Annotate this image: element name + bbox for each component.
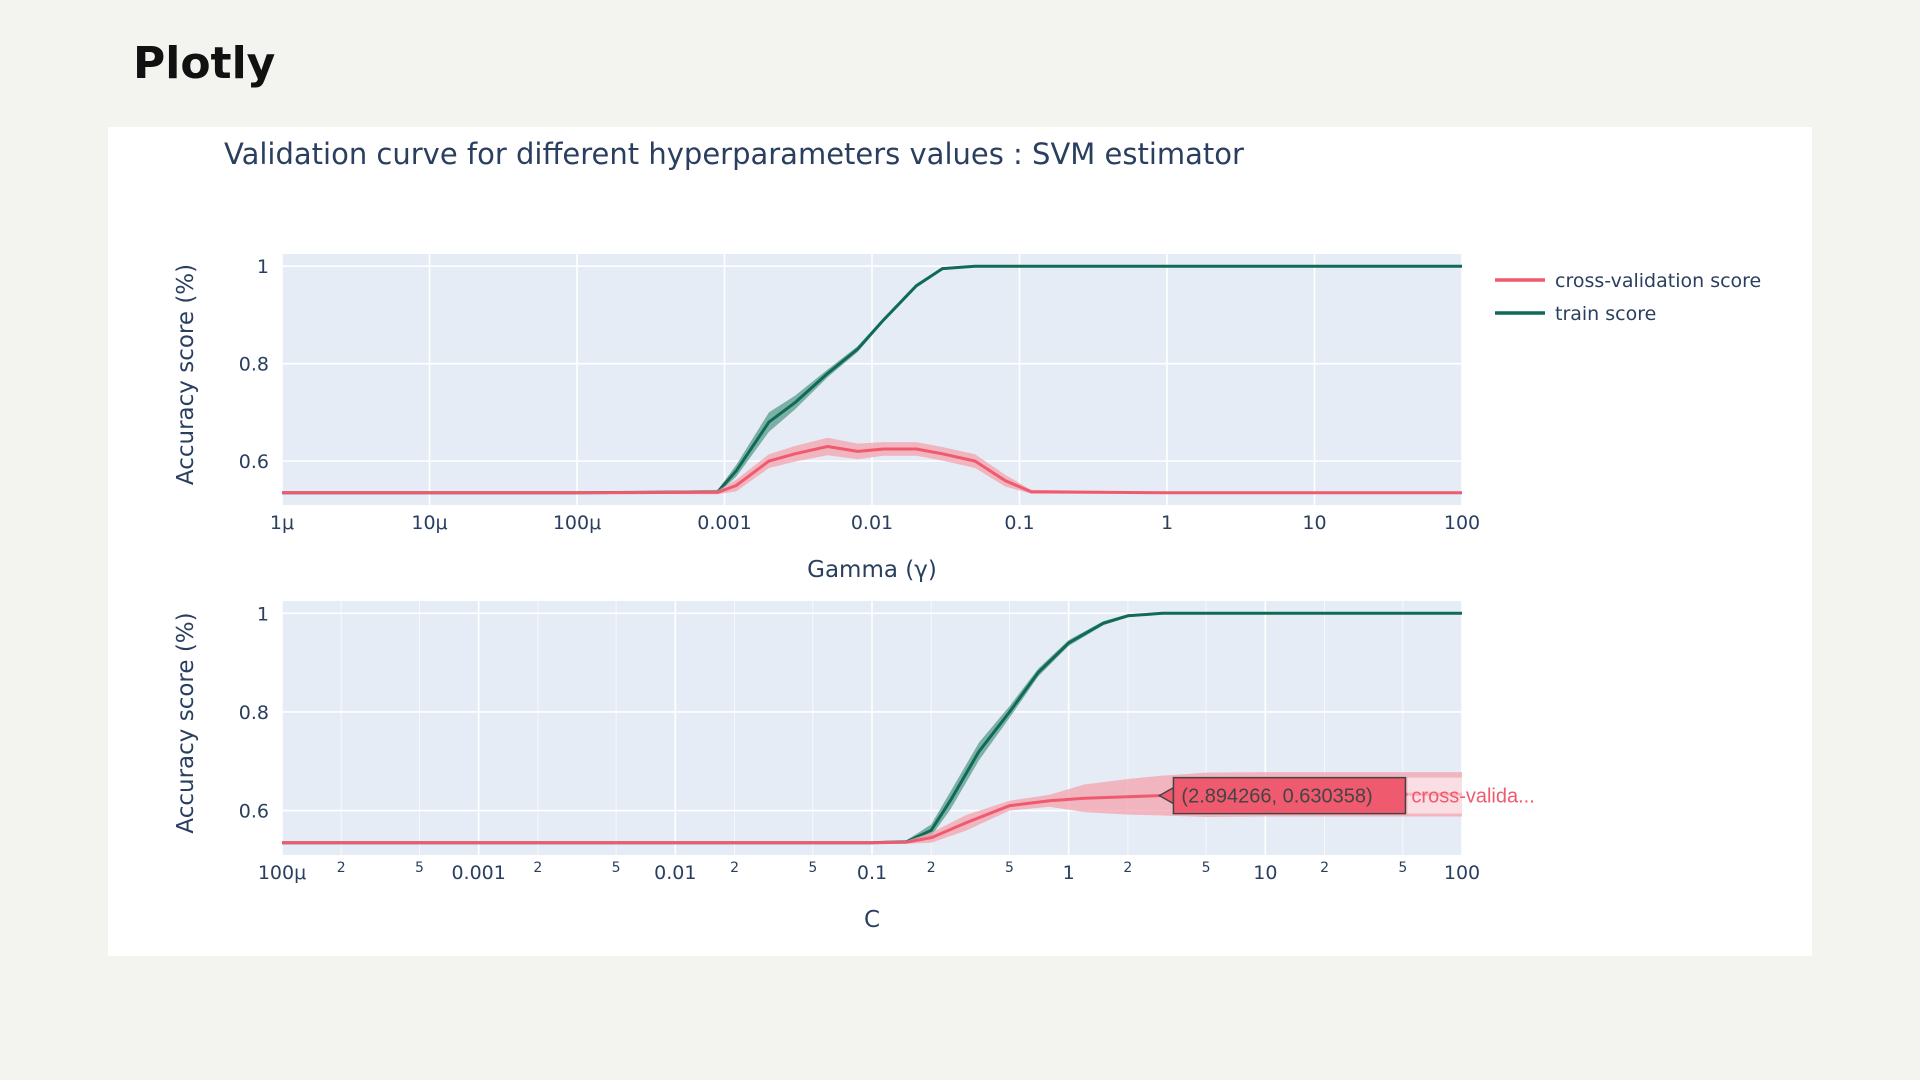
page-heading: Plotly xyxy=(133,38,276,89)
gamma-y-tick-label: 0.8 xyxy=(239,354,269,376)
hover-tooltip: (2.894266, 0.630358) cross-valida... xyxy=(1157,776,1556,815)
c-subplot[interactable]: 2 5 2 5 2 5 2 5 2 5 2 5 100μ 0.001 0.01 0.1 1 10 100 0.6 0.8… xyxy=(173,601,1480,933)
c-x-tick-label: 100μ xyxy=(258,862,306,884)
gamma-y-tick-label: 0.6 xyxy=(239,451,269,473)
c-minor-tick-label: 5 xyxy=(415,860,424,876)
c-x-axis-title: C xyxy=(864,907,880,933)
c-minor-tick-label: 5 xyxy=(1005,860,1014,876)
c-x-tick-label: 0.001 xyxy=(451,862,505,884)
c-x-tick-label: 0.1 xyxy=(857,862,887,884)
c-x-tick-label: 100 xyxy=(1444,862,1480,884)
c-minor-tick-label: 2 xyxy=(533,860,542,876)
c-x-tick-label: 10 xyxy=(1253,862,1277,884)
gamma-x-axis-title: Gamma (γ) xyxy=(807,557,937,583)
legend-item-cv[interactable]: cross-validation score xyxy=(1495,270,1761,292)
hover-name-box xyxy=(1407,777,1556,814)
c-y-tick-label: 1 xyxy=(257,603,269,625)
c-minor-tick-label: 2 xyxy=(337,860,346,876)
c-minor-tick-label: 2 xyxy=(927,860,936,876)
c-y-tick-label: 0.6 xyxy=(239,801,269,823)
gamma-x-tick-label: 100 xyxy=(1444,512,1480,534)
c-minor-tick-label: 2 xyxy=(1320,860,1329,876)
gamma-subplot[interactable]: 1μ 10μ 100μ 0.001 0.01 0.1 1 10 100 0.6 0.8 1 Gamma … xyxy=(173,254,1480,583)
gamma-x-tick-label: 10μ xyxy=(411,512,447,534)
gamma-y-axis-title: Accuracy score (%) xyxy=(173,264,199,485)
c-x-tick-label: 0.01 xyxy=(654,862,696,884)
c-y-axis-title: Accuracy score (%) xyxy=(173,612,199,833)
hover-name-text: cross-valida... xyxy=(1411,786,1534,808)
gamma-x-tick-label: 1μ xyxy=(270,512,294,534)
gamma-x-tick-label: 0.01 xyxy=(851,512,893,534)
c-minor-tick-label: 5 xyxy=(1398,860,1407,876)
gamma-cv-score-line[interactable] xyxy=(282,445,1462,495)
chart-title: Validation curve for different hyperpara… xyxy=(224,137,1244,171)
hover-value-box xyxy=(1172,776,1407,815)
c-minor-tick-label: 2 xyxy=(1123,860,1132,876)
c-minor-tick-label: 2 xyxy=(730,860,739,876)
c-x-tick-label: 1 xyxy=(1063,862,1075,884)
gamma-x-tick-label: 100μ xyxy=(553,512,601,534)
legend-item-train[interactable]: train score xyxy=(1495,303,1656,325)
hover-value-text: (2.894266, 0.630358) xyxy=(1181,786,1372,808)
gamma-x-tick-label: 0.001 xyxy=(697,512,751,534)
gamma-x-tick-label: 0.1 xyxy=(1004,512,1034,534)
gamma-x-tick-label: 10 xyxy=(1302,512,1326,534)
c-minor-tick-label: 5 xyxy=(1202,860,1211,876)
gamma-y-tick-label: 1 xyxy=(257,256,269,278)
c-minor-tick-label: 5 xyxy=(808,860,817,876)
c-minor-tick-label: 5 xyxy=(612,860,621,876)
validation-curve-chart[interactable]: Validation curve for different hyperpara… xyxy=(108,127,1812,956)
legend[interactable]: cross-validation score train score xyxy=(1495,270,1761,325)
legend-label: train score xyxy=(1555,303,1656,325)
plotly-figure-card[interactable]: Validation curve for different hyperpara… xyxy=(108,127,1812,956)
c-cv-std-band xyxy=(282,772,1462,844)
gamma-x-tick-label: 1 xyxy=(1161,512,1173,534)
c-y-tick-label: 0.8 xyxy=(239,702,269,724)
legend-label: cross-validation score xyxy=(1555,270,1761,292)
